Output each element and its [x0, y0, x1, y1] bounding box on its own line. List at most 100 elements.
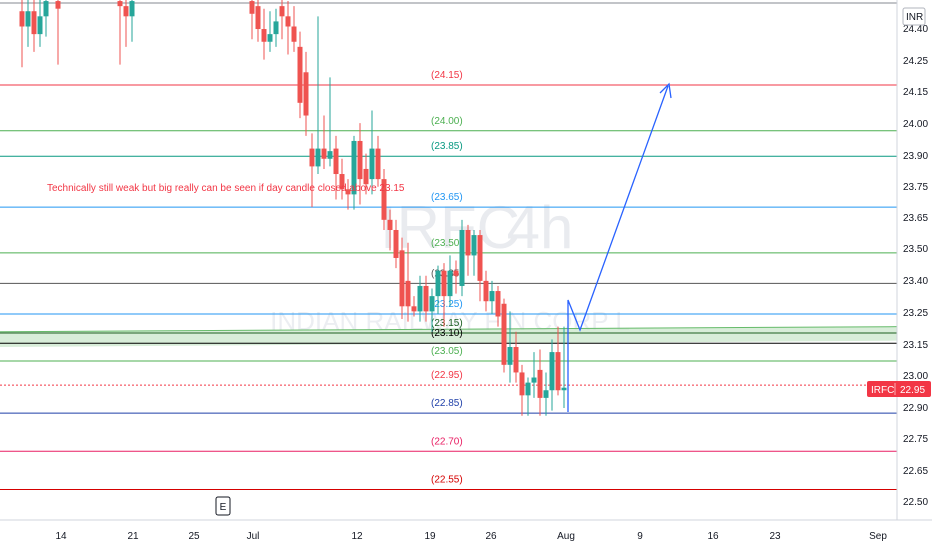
level-label-7: (23.15) [431, 318, 463, 329]
candle-body [43, 1, 49, 17]
candle-body [55, 1, 61, 9]
level-label-11: (22.85) [431, 398, 463, 409]
candle-12 [267, 11, 273, 52]
candle-20 [315, 16, 321, 175]
candle-39 [429, 288, 435, 332]
candle-22 [327, 77, 333, 167]
candle-52 [507, 311, 513, 383]
candle-body [447, 270, 453, 297]
candle-59 [549, 339, 555, 411]
candle-body [417, 285, 423, 312]
level-label-8: (23.10) [431, 328, 463, 339]
candle-15 [285, 1, 291, 55]
earnings-event-marker[interactable]: E [215, 496, 231, 516]
candle-33 [393, 219, 399, 269]
level-label-9: (23.05) [431, 346, 463, 357]
candle-body [561, 387, 567, 391]
candle-body [25, 11, 31, 27]
time-axis[interactable]: 14 21 25 Jul 12 19 26 Aug 9 16 23 Sep [55, 531, 887, 542]
candle-16 [291, 6, 297, 52]
candle-body [399, 250, 405, 307]
level-label-2: (23.85) [431, 141, 463, 152]
candle-body [549, 352, 555, 391]
candle-21 [321, 115, 327, 169]
candle-body [411, 306, 417, 312]
candle-body [501, 303, 507, 365]
candle-body [351, 140, 357, 195]
candle-49 [489, 280, 495, 314]
candle-body [369, 148, 375, 180]
candle-7 [123, 0, 129, 47]
candle-body [489, 291, 495, 302]
candle-47 [477, 229, 483, 302]
candle-38 [423, 275, 429, 322]
time-tick-8: 9 [637, 531, 643, 542]
price-tick-10: 23.15 [903, 340, 928, 351]
level-label-6: (23.25) [431, 299, 463, 310]
candle-23 [333, 135, 339, 200]
candle-17 [297, 31, 303, 119]
candle-5 [55, 0, 61, 65]
candle-body [435, 270, 441, 297]
candle-body [333, 148, 339, 175]
candle-1 [25, 0, 31, 47]
candle-body [303, 72, 309, 116]
price-tag-symbol: IRFC [871, 385, 894, 396]
candle-body [519, 372, 525, 396]
candle-body [345, 189, 351, 195]
candle-46 [471, 229, 477, 276]
candle-25 [345, 179, 351, 210]
watermark-symbol: IRFC [380, 194, 520, 261]
candles [19, 0, 567, 416]
candle-body [423, 285, 429, 312]
price-tick-11: 23.00 [903, 371, 928, 382]
candle-body [291, 26, 297, 42]
candle-60 [555, 326, 561, 396]
candle-27 [357, 123, 363, 205]
candle-29 [369, 110, 375, 195]
level-label-0: (24.15) [431, 70, 463, 81]
candle-30 [375, 135, 381, 187]
level-label-5: (23.35) [431, 268, 463, 279]
candle-body [123, 6, 129, 17]
zone-upper-edge [0, 326, 898, 333]
candle-body [465, 229, 471, 256]
candle-50 [495, 285, 501, 327]
candle-body [405, 280, 411, 307]
price-tick-6: 23.65 [903, 213, 928, 224]
candle-body [339, 174, 345, 190]
candle-8 [129, 0, 135, 42]
candle-body [531, 377, 537, 383]
level-label-12: (22.70) [431, 436, 463, 447]
projection-arrow [567, 82, 672, 412]
candle-9 [249, 0, 255, 40]
candle-body [363, 168, 369, 185]
candle-body [321, 148, 327, 159]
candle-14 [279, 0, 285, 40]
candle-body [315, 148, 321, 167]
time-tick-11: Sep [869, 531, 887, 542]
candle-56 [531, 352, 537, 398]
candle-body [441, 270, 447, 297]
price-tick-8: 23.40 [903, 276, 928, 287]
time-tick-0: 14 [55, 531, 67, 542]
candle-6 [117, 0, 123, 65]
candle-36 [411, 296, 417, 317]
candle-26 [351, 135, 357, 210]
candle-13 [273, 8, 279, 47]
level-label-13: (22.55) [431, 474, 463, 485]
currency-box[interactable] [902, 7, 926, 26]
zone-band [0, 326, 897, 348]
candle-55 [525, 377, 531, 416]
candle-body [525, 382, 531, 396]
candle-35 [405, 242, 411, 322]
time-tick-4: 12 [351, 531, 363, 542]
candle-body [129, 1, 135, 17]
time-tick-3: Jul [247, 531, 260, 542]
price-axis[interactable]: 24.40 24.25 24.15 24.00 23.90 23.75 23.65 23.50… [903, 24, 928, 508]
time-tick-10: 23 [769, 531, 781, 542]
candle-body [273, 21, 279, 35]
price-tick-3: 24.00 [903, 119, 928, 130]
time-tick-2: 25 [188, 531, 200, 542]
